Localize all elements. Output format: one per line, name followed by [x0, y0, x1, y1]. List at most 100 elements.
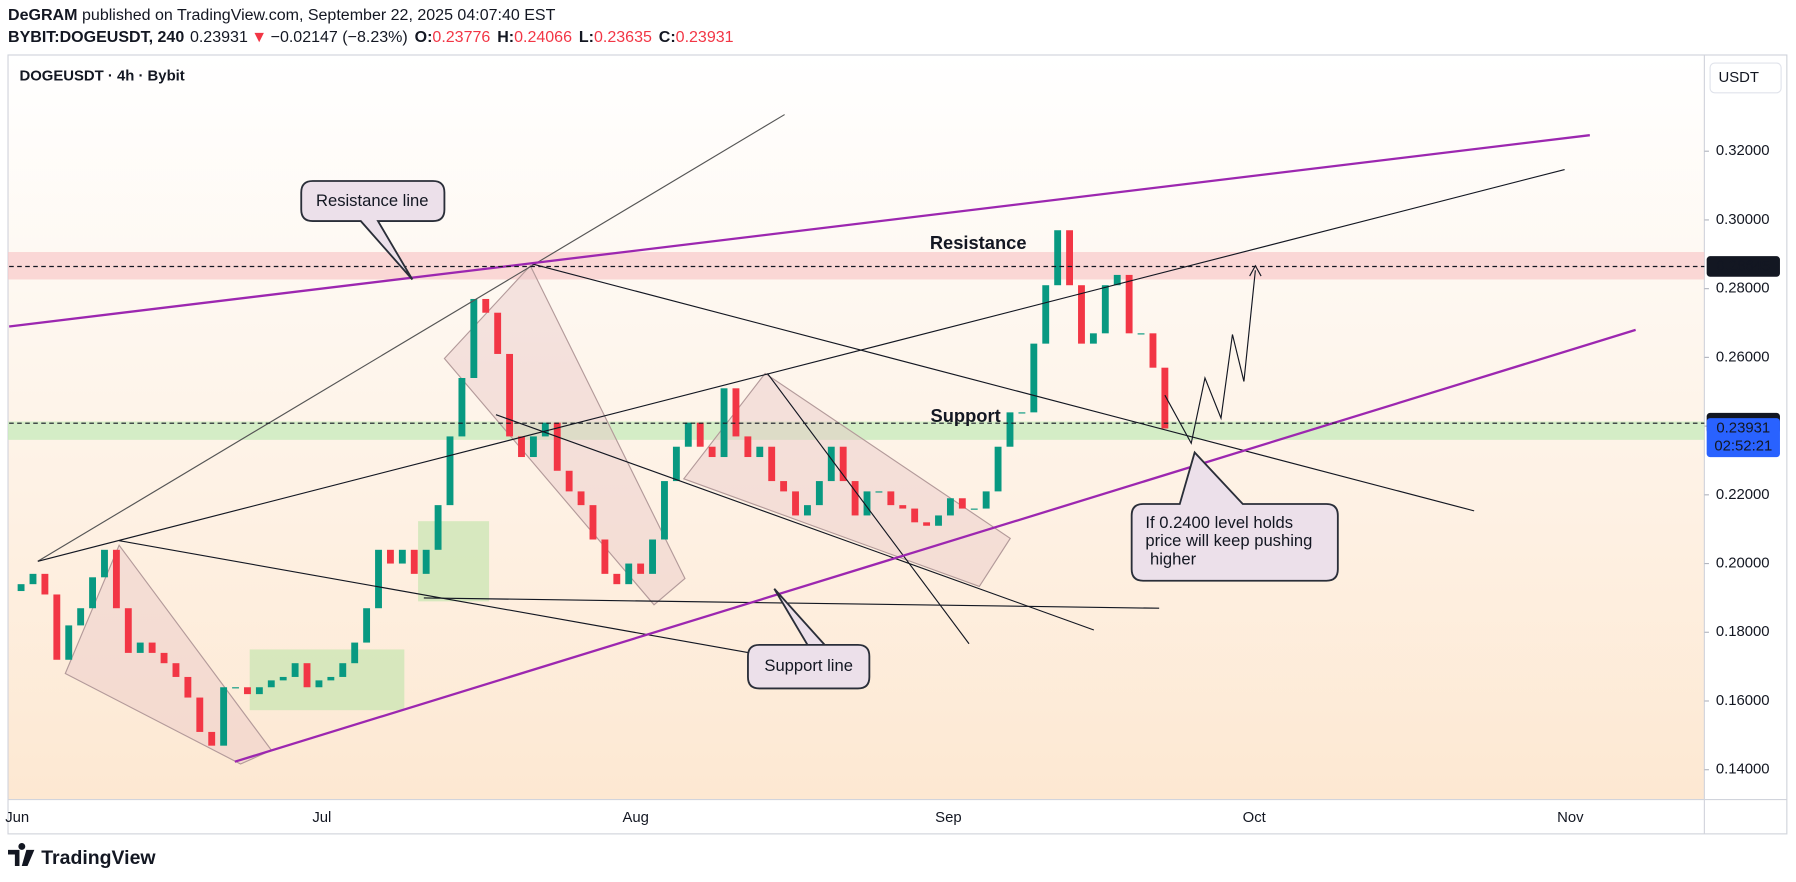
logo-mark [8, 843, 35, 866]
y-tick-label: 0.14000 [1716, 762, 1770, 778]
candle [220, 687, 228, 746]
callout-text: Support line [764, 656, 853, 675]
y-tick-label: 0.32000 [1716, 143, 1770, 159]
candle [899, 505, 907, 509]
candle [363, 608, 371, 643]
last-price-badge [1706, 418, 1780, 458]
candle [768, 446, 776, 482]
candle [732, 388, 740, 437]
zone-label: Support [930, 405, 1000, 426]
candle [887, 491, 895, 506]
candle [244, 687, 251, 695]
candle [958, 498, 966, 509]
candle [625, 563, 633, 585]
resistance-zone [8, 252, 1705, 280]
currency[interactable]: USDT [1718, 70, 1759, 86]
ohlc-value: 0.24066 [514, 28, 572, 46]
candle [172, 663, 180, 677]
currency-button[interactable] [1709, 62, 1782, 94]
candle [744, 436, 752, 458]
candle [982, 491, 990, 509]
trend-line [37, 168, 1565, 562]
support-zone [8, 421, 1705, 440]
candle [53, 594, 61, 660]
chart-title: DOGEUSDT · 4h · Bybit [19, 69, 184, 85]
candle [351, 642, 359, 664]
candle [518, 436, 525, 458]
candle [1042, 285, 1050, 344]
resistance-line [9, 134, 1590, 328]
candle [589, 505, 597, 540]
candle [422, 549, 430, 574]
x-tick-label: Jul [312, 810, 331, 826]
candle [553, 422, 561, 471]
candle [339, 663, 347, 677]
level-label: 0.28645 [1716, 258, 1770, 274]
candle [911, 508, 919, 523]
candle [970, 508, 978, 510]
candle [148, 642, 156, 653]
candle [839, 446, 847, 482]
candle [89, 577, 97, 609]
candle [1078, 285, 1085, 344]
support-line [234, 328, 1636, 763]
consolidation-boxes [249, 521, 490, 711]
box [249, 649, 405, 711]
levels [9, 265, 1705, 424]
candle [112, 549, 120, 609]
candle [1089, 333, 1097, 344]
ohlc-value: 0.23776 [432, 28, 490, 46]
header-line-2: BYBIT:DOGEUSDT, 240 0.23931 ▼ −0.02147 (−8.… [8, 28, 734, 46]
candle [637, 563, 645, 574]
candle [1006, 412, 1014, 447]
y-tick-label: 0.20000 [1716, 555, 1770, 571]
candle [65, 625, 73, 660]
candle [482, 298, 490, 313]
candle [279, 676, 287, 681]
candle [1101, 285, 1109, 334]
candle [208, 731, 216, 746]
candle [160, 652, 168, 664]
y-tick-label: 0.28000 [1716, 281, 1770, 297]
candle [577, 491, 585, 506]
candle [494, 312, 502, 354]
header-line-1: DeGRAM published on TradingView.com, Sept… [8, 6, 556, 24]
chart-frame [7, 54, 1788, 835]
y-tick-label: 0.26000 [1716, 349, 1770, 365]
countdown: 02:52:21 [1714, 439, 1772, 455]
arrow: ▼ [251, 28, 267, 46]
y-tick-label: 0.18000 [1716, 624, 1770, 640]
candle [1113, 274, 1121, 286]
candle [29, 573, 37, 585]
published: published on TradingView.com, September … [82, 6, 556, 24]
candle [863, 491, 871, 516]
x-tick-label: Sep [935, 810, 961, 826]
candle [1161, 367, 1169, 429]
candle [232, 687, 239, 689]
candle [77, 608, 85, 626]
candle [815, 481, 823, 506]
last-price-label: 0.23931 [1716, 420, 1770, 436]
trend-line [495, 414, 1095, 631]
callout-text: If 0.2400 level holds [1145, 513, 1293, 532]
candle [696, 422, 704, 447]
trend-line [423, 597, 1160, 609]
level-badge [1706, 256, 1780, 277]
candle [875, 491, 883, 493]
trend-line [530, 262, 1475, 512]
footer-logo: TradingView [8, 843, 156, 869]
publisher: DeGRAM [8, 6, 77, 24]
candle [804, 505, 811, 516]
box [418, 521, 490, 602]
candle [708, 446, 716, 458]
candle [315, 680, 323, 688]
candle [458, 377, 466, 437]
candle [601, 539, 609, 574]
candle [124, 608, 132, 653]
candle [649, 539, 656, 574]
projection-arrowhead [1249, 264, 1262, 277]
candle [184, 676, 192, 698]
candle [327, 676, 335, 681]
y-tick-label: 0.16000 [1716, 693, 1770, 709]
